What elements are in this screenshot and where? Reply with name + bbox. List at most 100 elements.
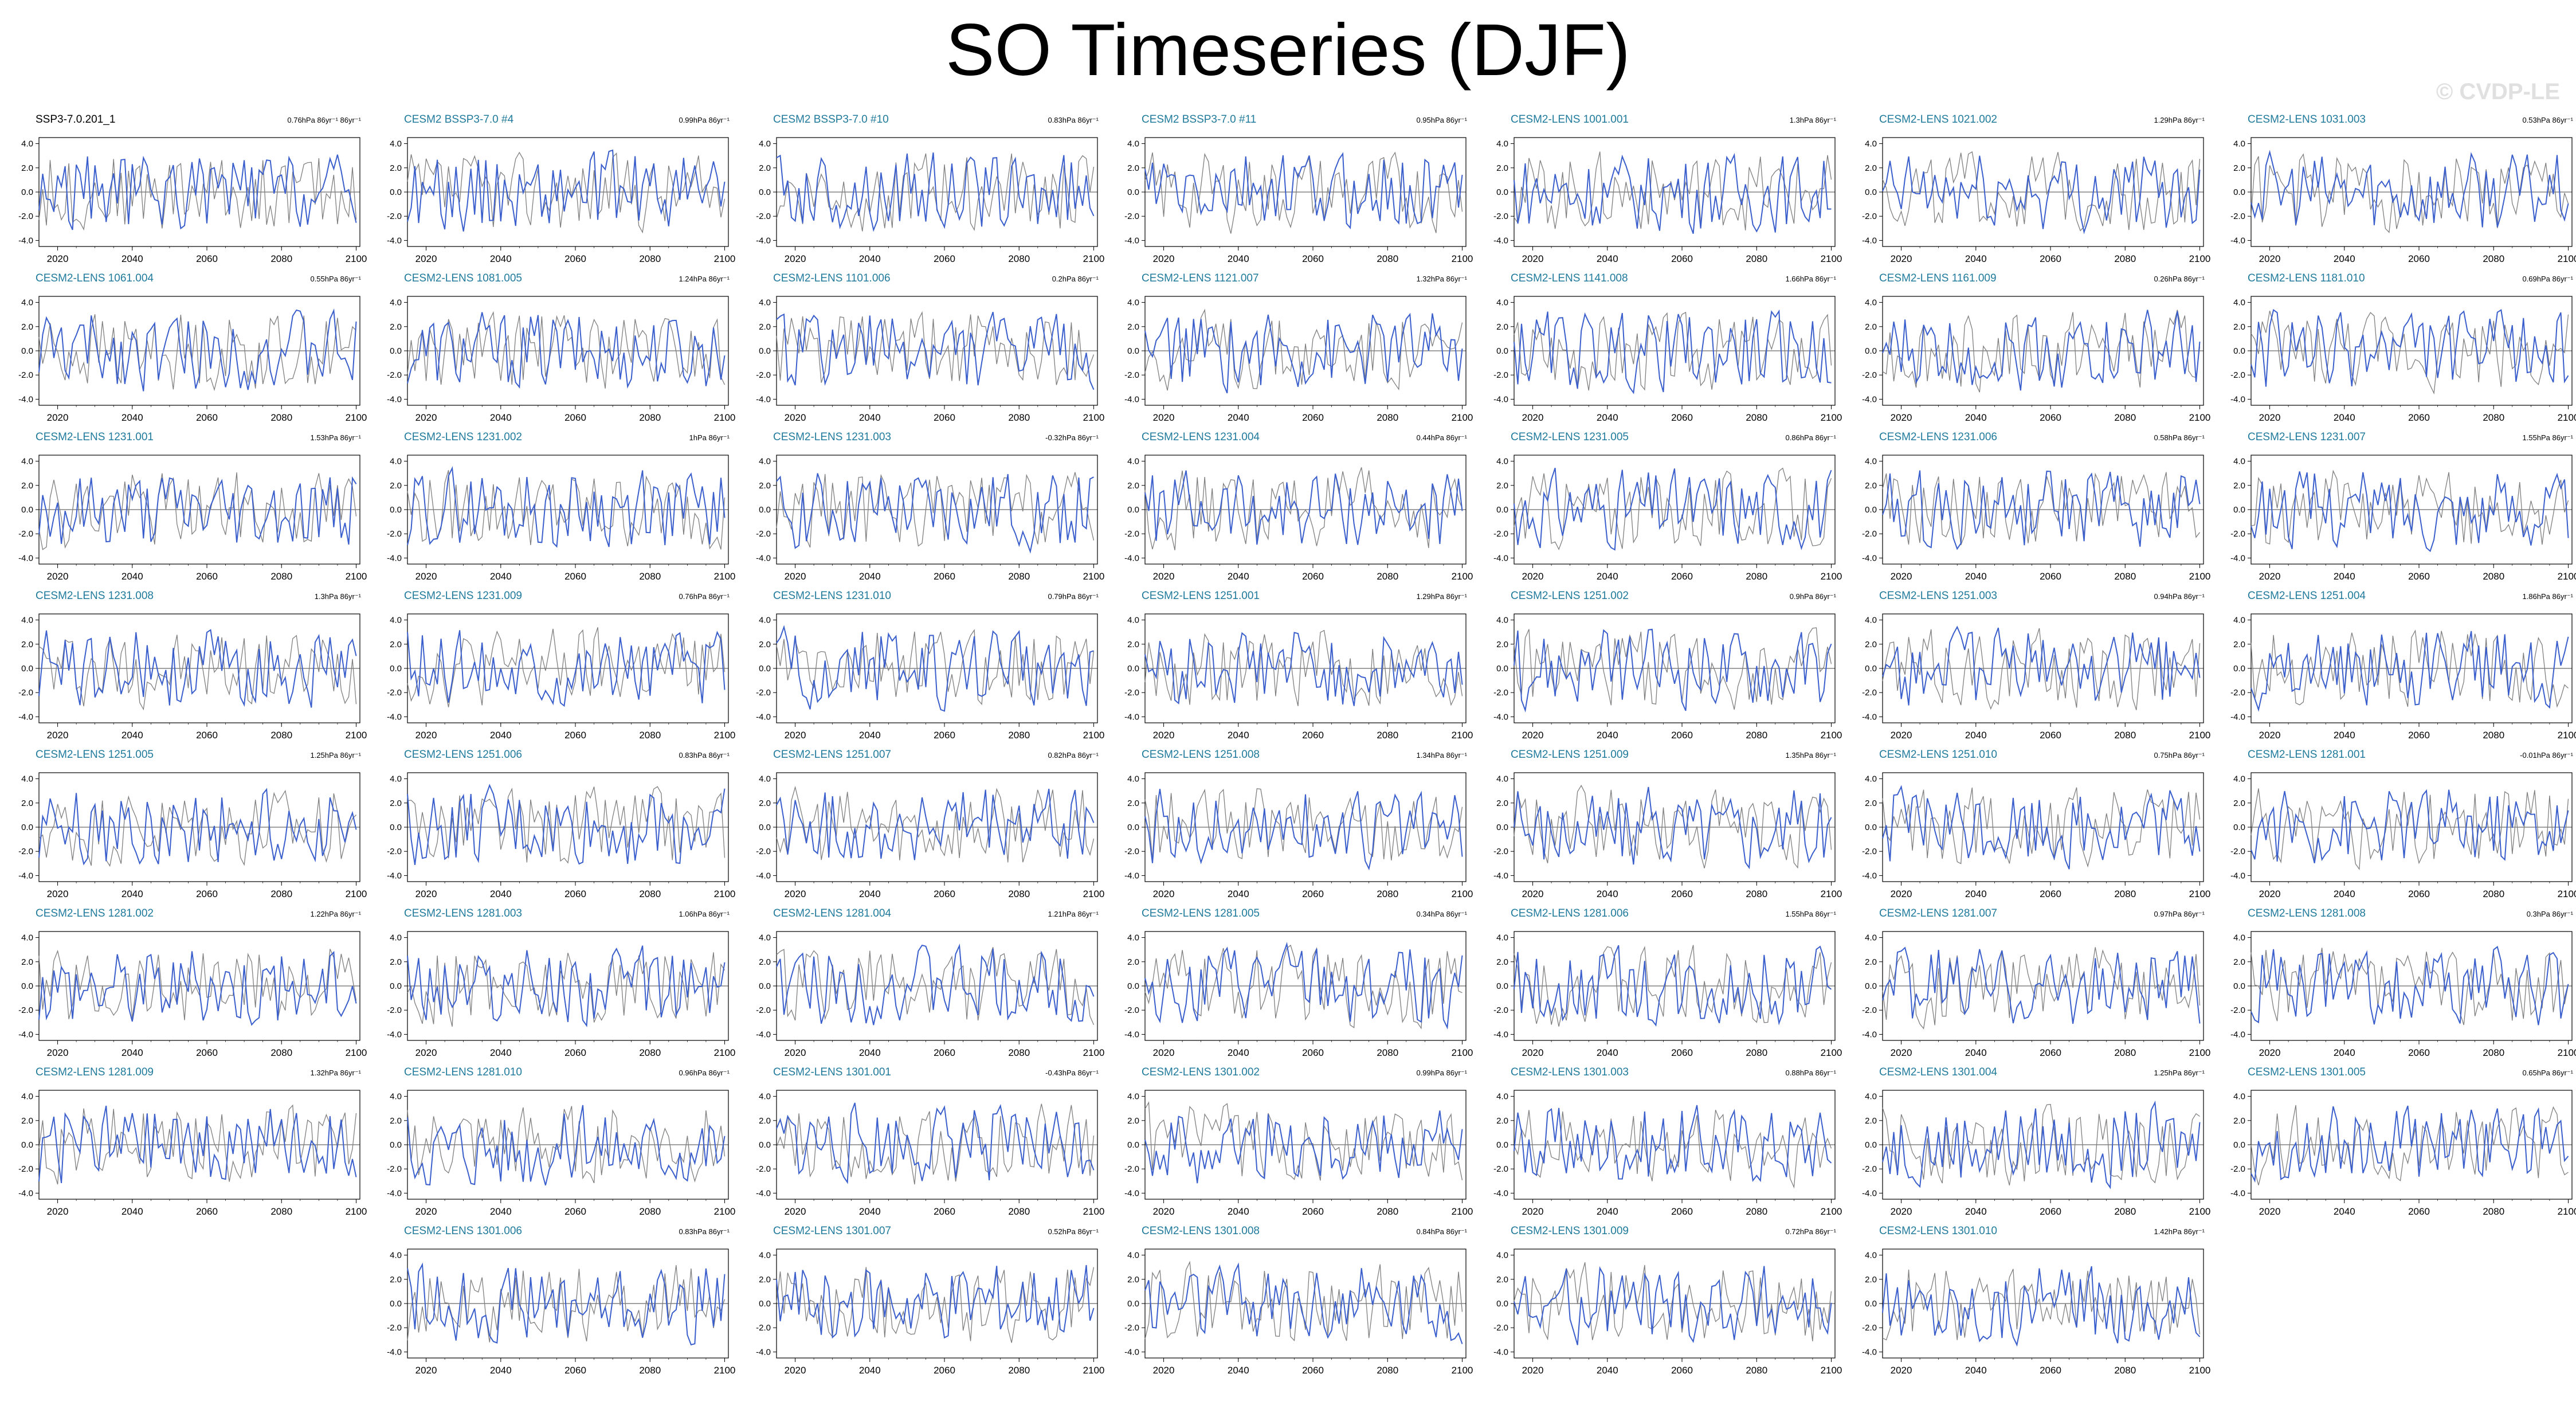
x-tick-label: 2020 bbox=[2259, 253, 2281, 264]
y-tick-label: 4.0 bbox=[1865, 457, 1877, 467]
x-tick-label: 2060 bbox=[1302, 1047, 1324, 1058]
x-tick-label: 2020 bbox=[1153, 1047, 1175, 1058]
y-tick-label: 4.0 bbox=[759, 457, 771, 467]
y-tick-label: 4.0 bbox=[1127, 139, 1139, 149]
x-tick-label: 2080 bbox=[1746, 1047, 1767, 1058]
x-tick-label: 2020 bbox=[47, 1206, 69, 1217]
series-line-gray bbox=[1514, 784, 1832, 869]
y-tick-label: -2.0 bbox=[756, 847, 771, 856]
panel-plot: 4.0 2.0 0.0 -2.0 -4.0 2020 2040 2060 2080 2100 bbox=[1862, 296, 2210, 423]
x-tick-label: 2100 bbox=[346, 412, 367, 423]
x-tick-label: 2060 bbox=[2040, 730, 2061, 741]
x-tick-label: 2040 bbox=[1965, 889, 1987, 899]
y-tick-label: 2.0 bbox=[1496, 957, 1508, 967]
y-tick-label: 0.0 bbox=[2233, 505, 2245, 515]
y-tick-label: -4.0 bbox=[1493, 1347, 1508, 1357]
series-line-blue bbox=[1882, 1100, 2201, 1189]
y-tick-label: 2.0 bbox=[1127, 322, 1139, 332]
y-tick-label: -2.0 bbox=[1124, 1323, 1139, 1333]
timeseries-panel: CESM2-LENS 1231.003 -0.32hPa 86yr⁻¹ 4.0 2.0… bbox=[738, 431, 1104, 586]
x-tick-label: 2020 bbox=[1522, 1365, 1544, 1376]
x-tick-label: 2100 bbox=[1821, 1047, 1842, 1058]
series-line-blue bbox=[1514, 786, 1832, 870]
series-line-gray bbox=[2250, 629, 2569, 708]
y-tick-label: 0.0 bbox=[1496, 346, 1508, 356]
y-tick-label: -4.0 bbox=[2230, 394, 2245, 404]
x-tick-label: 2060 bbox=[1302, 1365, 1324, 1376]
x-tick-label: 2060 bbox=[934, 571, 955, 582]
panel-plot: 4.0 2.0 0.0 -2.0 -4.0 2020 2040 2060 2080 2100 bbox=[18, 296, 367, 423]
y-tick-label: -2.0 bbox=[2230, 370, 2245, 380]
y-tick-label: -4.0 bbox=[1862, 553, 1877, 563]
y-tick-label: -2.0 bbox=[2230, 847, 2245, 856]
series-line-blue bbox=[776, 473, 1094, 554]
y-tick-label: 4.0 bbox=[1127, 933, 1139, 943]
x-tick-label: 2040 bbox=[2334, 730, 2355, 741]
x-tick-label: 2080 bbox=[1008, 571, 1030, 582]
x-tick-label: 2080 bbox=[1746, 412, 1767, 423]
series-line-blue bbox=[38, 154, 357, 230]
y-tick-label: 4.0 bbox=[21, 298, 33, 308]
series-line-blue bbox=[38, 788, 357, 866]
x-tick-label: 2100 bbox=[2558, 253, 2576, 264]
x-tick-label: 2100 bbox=[1083, 889, 1105, 899]
timeseries-panel: CESM2-LENS 1301.007 0.52hPa 86yr⁻¹ 4.0 2.0 0… bbox=[738, 1225, 1104, 1380]
x-tick-label: 2100 bbox=[1452, 730, 1473, 741]
timeseries-panel: CESM2-LENS 1301.008 0.84hPa 86yr⁻¹ 4.0 2.0 0… bbox=[1106, 1225, 1473, 1380]
y-tick-label: 4.0 bbox=[2233, 139, 2245, 149]
x-tick-label: 2040 bbox=[1597, 730, 1618, 741]
series-line-gray bbox=[1514, 1110, 1832, 1189]
series-line-blue bbox=[1882, 625, 2201, 706]
x-tick-label: 2080 bbox=[2114, 730, 2136, 741]
y-tick-label: -2.0 bbox=[387, 847, 402, 856]
x-tick-label: 2100 bbox=[1083, 571, 1105, 582]
panel-trend-label: 1.25hPa 86yr⁻¹ bbox=[2154, 1069, 2205, 1077]
series-line-blue bbox=[407, 945, 726, 1027]
series-line-gray bbox=[776, 1103, 1095, 1185]
y-tick-label: 4.0 bbox=[2233, 298, 2245, 308]
y-tick-label: 4.0 bbox=[390, 933, 402, 943]
x-tick-label: 2100 bbox=[1452, 1206, 1473, 1217]
series-line-gray bbox=[38, 949, 357, 1020]
y-tick-label: 4.0 bbox=[759, 616, 771, 625]
panel-plot: 4.0 2.0 0.0 -2.0 -4.0 2020 2040 2060 2080 2100 bbox=[756, 137, 1104, 264]
y-tick-label: 0.0 bbox=[2233, 346, 2245, 356]
y-tick-label: -2.0 bbox=[1862, 212, 1877, 221]
x-tick-label: 2040 bbox=[121, 1047, 143, 1058]
x-tick-label: 2060 bbox=[934, 1365, 955, 1376]
timeseries-panel: CESM2-LENS 1021.002 1.29hPa 86yr⁻¹ 4.0 2.0 0… bbox=[1844, 113, 2210, 268]
panel-plot: 4.0 2.0 0.0 -2.0 -4.0 2020 2040 2060 2080 2100 bbox=[1862, 931, 2210, 1058]
series-line-gray bbox=[38, 158, 357, 231]
x-tick-label: 2100 bbox=[714, 1365, 736, 1376]
x-tick-label: 2020 bbox=[415, 412, 437, 423]
x-tick-label: 2080 bbox=[2483, 730, 2504, 741]
x-tick-label: 2100 bbox=[2189, 571, 2211, 582]
panel-title: CESM2-LENS 1001.001 bbox=[1511, 113, 1629, 126]
panel-title: CESM2-LENS 1231.004 bbox=[1142, 431, 1260, 443]
panel-title: CESM2-LENS 1251.009 bbox=[1511, 749, 1629, 761]
x-tick-label: 2100 bbox=[714, 1047, 736, 1058]
y-tick-label: -2.0 bbox=[387, 1164, 402, 1174]
series-line-blue bbox=[1144, 632, 1463, 706]
series-line-gray bbox=[38, 635, 357, 711]
y-tick-label: -2.0 bbox=[1862, 847, 1877, 856]
series-line-blue bbox=[407, 466, 726, 548]
timeseries-panel: CESM2-LENS 1301.006 0.83hPa 86yr⁻¹ 4.0 2.0 0… bbox=[368, 1225, 735, 1380]
x-tick-label: 2040 bbox=[859, 1365, 881, 1376]
x-tick-label: 2080 bbox=[1746, 253, 1767, 264]
y-tick-label: -2.0 bbox=[1493, 688, 1508, 698]
x-tick-label: 2100 bbox=[1821, 1365, 1842, 1376]
y-tick-label: 0.0 bbox=[2233, 981, 2245, 991]
panel-trend-label: 0.99hPa 86yr⁻¹ bbox=[1416, 1069, 1467, 1077]
timeseries-panel: CESM2-LENS 1231.008 1.3hPa 86yr⁻¹ 4.0 2.0 0.… bbox=[0, 590, 367, 745]
y-tick-label: -2.0 bbox=[387, 370, 402, 380]
series-line-gray bbox=[1882, 472, 2201, 546]
y-tick-label: 4.0 bbox=[1865, 616, 1877, 625]
timeseries-panel: CESM2-LENS 1251.010 0.75hPa 86yr⁻¹ 4.0 2.0 0… bbox=[1844, 749, 2210, 903]
x-tick-label: 2060 bbox=[2040, 1365, 2061, 1376]
x-tick-label: 2080 bbox=[639, 253, 661, 264]
x-tick-label: 2060 bbox=[2040, 253, 2061, 264]
y-tick-label: 0.0 bbox=[1865, 1299, 1877, 1309]
x-tick-label: 2060 bbox=[1671, 1365, 1693, 1376]
x-tick-label: 2040 bbox=[1965, 253, 1987, 264]
